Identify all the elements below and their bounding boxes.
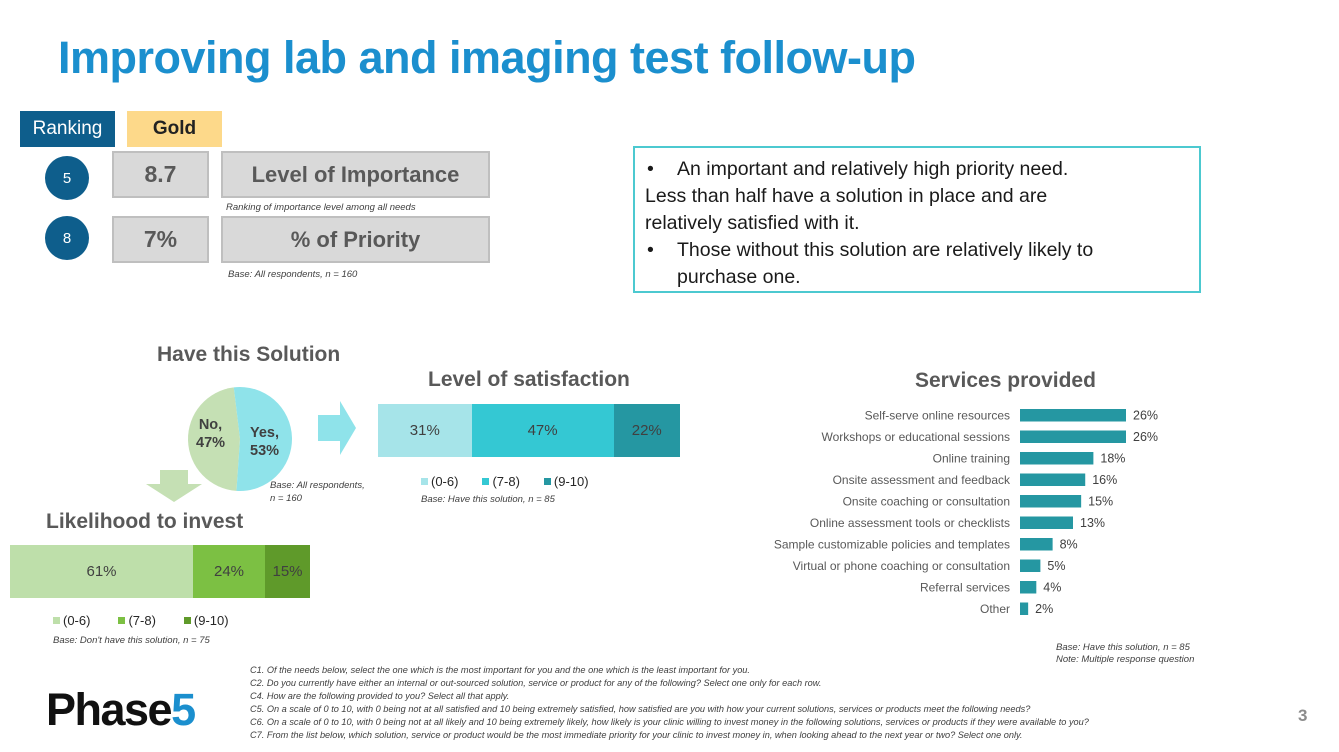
arrow-down-icon <box>146 470 202 502</box>
legend-item: (9-10) <box>543 474 589 489</box>
pie-no-label: No, 47% <box>196 417 226 451</box>
importance-note: Ranking of importance level among all ne… <box>226 202 416 213</box>
services-value-label: 5% <box>1047 559 1065 573</box>
legend-item: (9-10) <box>183 613 229 628</box>
importance-rank-circle: 5 <box>45 156 89 200</box>
services-value-label: 26% <box>1133 409 1158 423</box>
satisfaction-base: Base: Have this solution, n = 85 <box>421 494 555 505</box>
gold-badge: Gold <box>127 111 222 147</box>
services-value-label: 8% <box>1060 538 1078 552</box>
services-bar <box>1020 581 1037 594</box>
services-value-label: 4% <box>1043 581 1061 595</box>
arrow-right-icon <box>318 401 356 455</box>
services-bar <box>1020 516 1073 529</box>
footnote-line: C6. On a scale of 0 to 10, with 0 being … <box>250 717 1089 728</box>
bar-segment-3: 22% <box>613 404 680 457</box>
footnote-line: C7. From the list below, which solution,… <box>250 730 1023 741</box>
services-category-label: Onsite assessment and feedback <box>833 473 1011 487</box>
services-value-label: 15% <box>1088 495 1113 509</box>
priority-rank-circle: 8 <box>45 216 89 260</box>
bullet-char: • <box>647 239 654 261</box>
page-title: Improving lab and imaging test follow-up <box>58 32 916 83</box>
have-solution-title: Have this Solution <box>157 343 341 366</box>
importance-label-box: Level of Importance <box>221 151 490 198</box>
pie-slice-yes <box>233 387 293 491</box>
pie-slice-no <box>188 387 240 491</box>
legend-swatch <box>118 617 126 624</box>
legend-item: (0-6) <box>421 474 458 489</box>
bar-segment-2: 24% <box>193 545 265 598</box>
services-value-label: 18% <box>1100 452 1125 466</box>
page-number: 3 <box>1298 706 1308 725</box>
legend-item: (7-8) <box>482 474 520 489</box>
services-category-label: Workshops or educational sessions <box>821 430 1010 444</box>
services-bar <box>1020 538 1053 551</box>
services-value-label: 2% <box>1035 602 1053 616</box>
bullet-char: • <box>647 158 654 180</box>
footnote-line: C2. Do you currently have either an inte… <box>250 678 822 689</box>
callout-bullet-2-cont: purchase one. <box>677 266 801 288</box>
services-bar <box>1020 559 1041 572</box>
callout-bullet-2: Those without this solution are relative… <box>677 239 1094 261</box>
ranking-badge: Ranking <box>20 111 115 147</box>
services-category-label: Referral services <box>920 581 1010 595</box>
footnote-line: C5. On a scale of 0 to 10, with 0 being … <box>250 704 1031 715</box>
legend-swatch <box>482 478 490 485</box>
services-category-label: Sample customizable policies and templat… <box>774 538 1010 552</box>
services-bar-chart: Self-serve online resources 26% Workshops … <box>774 409 1158 617</box>
have-solution-base: Base: All respondents, n = 160 <box>270 480 365 504</box>
footnote-line: C4. How are the following provided to yo… <box>250 691 510 702</box>
services-category-label: Virtual or phone coaching or consultatio… <box>793 559 1010 573</box>
importance-score-box: 8.7 <box>112 151 209 198</box>
services-bar <box>1020 409 1126 422</box>
likelihood-base: Base: Don't have this solution, n = 75 <box>53 635 210 646</box>
services-base: Base: Have this solution, n = 85 Note: Mu… <box>1056 642 1195 665</box>
callout-bullet-1: An important and relatively high priorit… <box>677 158 1069 180</box>
footnote-line: C1. Of the needs below, select the one w… <box>250 665 750 675</box>
legend-item: (7-8) <box>118 613 156 628</box>
priority-label-box: % of Priority <box>221 216 490 263</box>
legend-swatch <box>421 478 428 485</box>
legend-swatch <box>543 478 551 485</box>
services-bar <box>1020 473 1086 486</box>
pie-yes-label: Yes, 53% <box>250 425 280 459</box>
services-category-label: Other <box>980 602 1010 616</box>
callout-text-line-2: Less than half have a solution in place … <box>645 185 1048 207</box>
bar-segment-3: 15% <box>265 545 310 598</box>
services-category-label: Online assessment tools or checklists <box>810 516 1010 530</box>
legend-swatch <box>53 617 60 624</box>
services-bar <box>1020 602 1029 615</box>
phase5-logo: Phase5 <box>46 684 196 735</box>
likelihood-legend: (0-6) (7-8) (9-10) <box>53 613 229 628</box>
satisfaction-stacked-bar: 31% 47% 22% <box>378 404 680 457</box>
bar-segment-1: 31% <box>378 404 472 457</box>
legend-item: (0-6) <box>53 613 90 628</box>
services-bar <box>1020 495 1082 508</box>
services-bar <box>1020 452 1094 465</box>
services-category-label: Self-serve online resources <box>865 409 1010 423</box>
services-value-label: 13% <box>1080 516 1105 530</box>
bar-segment-1: 61% <box>10 545 193 598</box>
services-value-label: 16% <box>1092 473 1117 487</box>
have-solution-pie <box>188 387 293 491</box>
services-category-label: Onsite coaching or consultation <box>843 495 1010 509</box>
services-bar <box>1020 430 1126 443</box>
footnotes: C1. Of the needs below, select the one w… <box>250 664 1089 743</box>
legend-swatch <box>183 617 191 624</box>
satisfaction-legend: (0-6) (7-8) (9-10) <box>421 474 589 489</box>
likelihood-stacked-bar: 61% 24% 15% <box>10 545 310 598</box>
bar-segment-2: 47% <box>471 404 614 457</box>
insight-callout: • An important and relatively high priori… <box>633 146 1201 293</box>
callout-text-line-3: relatively satisfied with it. <box>645 212 860 234</box>
priority-score-box: 7% <box>112 216 209 263</box>
priority-base-note: Base: All respondents, n = 160 <box>228 269 358 280</box>
services-value-label: 26% <box>1133 430 1158 444</box>
services-title: Services provided <box>915 369 1096 392</box>
services-category-label: Online training <box>933 452 1010 466</box>
likelihood-title: Likelihood to invest <box>46 510 244 533</box>
satisfaction-title: Level of satisfaction <box>428 368 630 391</box>
